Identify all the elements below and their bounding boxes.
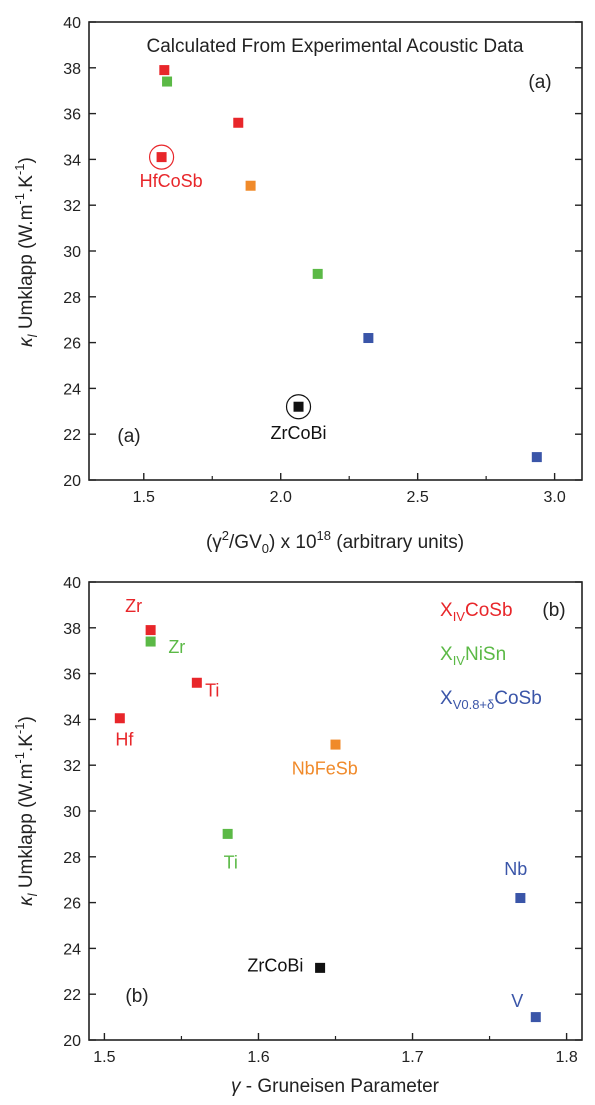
y-tick-label-b: 38: [63, 621, 81, 638]
x-tick-label-a: 1.5: [133, 489, 155, 506]
data-point: [531, 452, 542, 463]
point-label: ZrCoBi: [271, 423, 327, 443]
chart-title-a: Calculated From Experimental Acoustic Da…: [147, 36, 524, 57]
y-tick-label-a: 30: [63, 244, 81, 261]
y-tick-label-a: 22: [63, 427, 81, 444]
y-tick-label-b: 28: [63, 850, 81, 867]
y-tick-label-a: 20: [63, 473, 81, 490]
legend-item: XIVNiSn: [440, 644, 506, 668]
y-tick-label-b: 30: [63, 804, 81, 821]
data-point: [156, 152, 167, 163]
x-tick-label-b: 1.6: [247, 1049, 269, 1066]
x-axis-label-a: (γ2/GV0) x 1018 (arbitrary units): [206, 528, 464, 556]
point-label: NbFeSb: [292, 758, 358, 778]
data-point: [233, 117, 244, 128]
data-point: [145, 636, 156, 647]
y-tick-label-b: 22: [63, 987, 81, 1004]
panel-label-a-corner: (a): [528, 72, 551, 93]
point-label: Ti: [224, 852, 238, 872]
y-tick-label-b: 24: [63, 941, 81, 958]
point-label: HfCoSb: [140, 171, 203, 191]
y-tick-label-a: 26: [63, 336, 81, 353]
y-tick-label-a: 38: [63, 61, 81, 78]
x-axis-label-b: γ - Gruneisen Parameter: [231, 1076, 440, 1097]
data-point: [293, 401, 304, 412]
x-tick-label-b: 1.7: [401, 1049, 423, 1066]
highlight-circle: [148, 144, 175, 170]
point-label: Hf: [115, 730, 134, 750]
y-tick-label-b: 34: [63, 712, 81, 729]
y-axis-label-a: κl Umklapp (W.m-1.K-1): [12, 157, 40, 347]
data-point: [530, 1012, 541, 1023]
x-tick-label-a: 2.5: [407, 489, 429, 506]
data-point: [162, 76, 173, 87]
data-point: [159, 65, 170, 76]
y-tick-label-b: 40: [63, 575, 81, 592]
y-tick-label-a: 36: [63, 107, 81, 124]
y-tick-label-a: 28: [63, 290, 81, 307]
panel-label-a-inner: (a): [117, 426, 140, 447]
data-point: [330, 739, 341, 750]
point-label: Zr: [125, 596, 142, 616]
panel-a: 1.5 2.0 2.5 3.0 20 22 24 26 28 30 32 34 36 38 40 HfCoS…: [12, 15, 583, 556]
data-point: [191, 677, 202, 688]
data-point: [145, 625, 156, 636]
y-axis-label-b: κl Umklapp (W.m-1.K-1): [12, 716, 40, 906]
point-label: Ti: [205, 681, 219, 701]
data-point: [312, 268, 323, 279]
y-tick-label-b: 36: [63, 667, 81, 684]
panel-b: 1.5 1.6 1.7 1.8 20 22 24 26 28 30 32 34 36 38 40 Zr Zr T…: [12, 575, 583, 1097]
y-tick-label-a: 40: [63, 15, 81, 32]
x-tick-label-b: 1.5: [93, 1049, 115, 1066]
y-tick-label-a: 24: [63, 381, 81, 398]
plot-frame-a: [88, 21, 583, 481]
y-tick-label-a: 34: [63, 152, 81, 169]
y-tick-label-b: 20: [63, 1033, 81, 1050]
x-tick-label-b: 1.8: [555, 1049, 577, 1066]
y-tick-label-b: 26: [63, 896, 81, 913]
data-point: [315, 962, 326, 973]
x-tick-label-a: 2.0: [270, 489, 292, 506]
data-point: [515, 893, 526, 904]
plot-frame-b: [88, 581, 583, 1041]
legend-item: XV0.8+δCoSb: [440, 688, 542, 712]
y-tick-label-b: 32: [63, 758, 81, 775]
y-tick-label-a: 32: [63, 198, 81, 215]
highlight-circle: [285, 394, 312, 420]
x-tick-label-a: 3.0: [543, 489, 565, 506]
point-label: V: [511, 991, 523, 1011]
legend-item: XIVCoSb: [440, 600, 513, 624]
data-point: [222, 828, 233, 839]
point-label: Nb: [504, 859, 527, 879]
data-point: [114, 713, 125, 724]
legend-b: XIVCoSb XIVNiSn XV0.8+δCoSb: [440, 600, 542, 712]
panel-label-b-corner: (b): [542, 600, 565, 621]
point-label: ZrCoBi: [247, 955, 303, 975]
panel-label-b-inner: (b): [125, 986, 148, 1007]
data-point: [245, 180, 256, 191]
data-point: [363, 333, 374, 344]
point-label: Zr: [168, 637, 185, 657]
